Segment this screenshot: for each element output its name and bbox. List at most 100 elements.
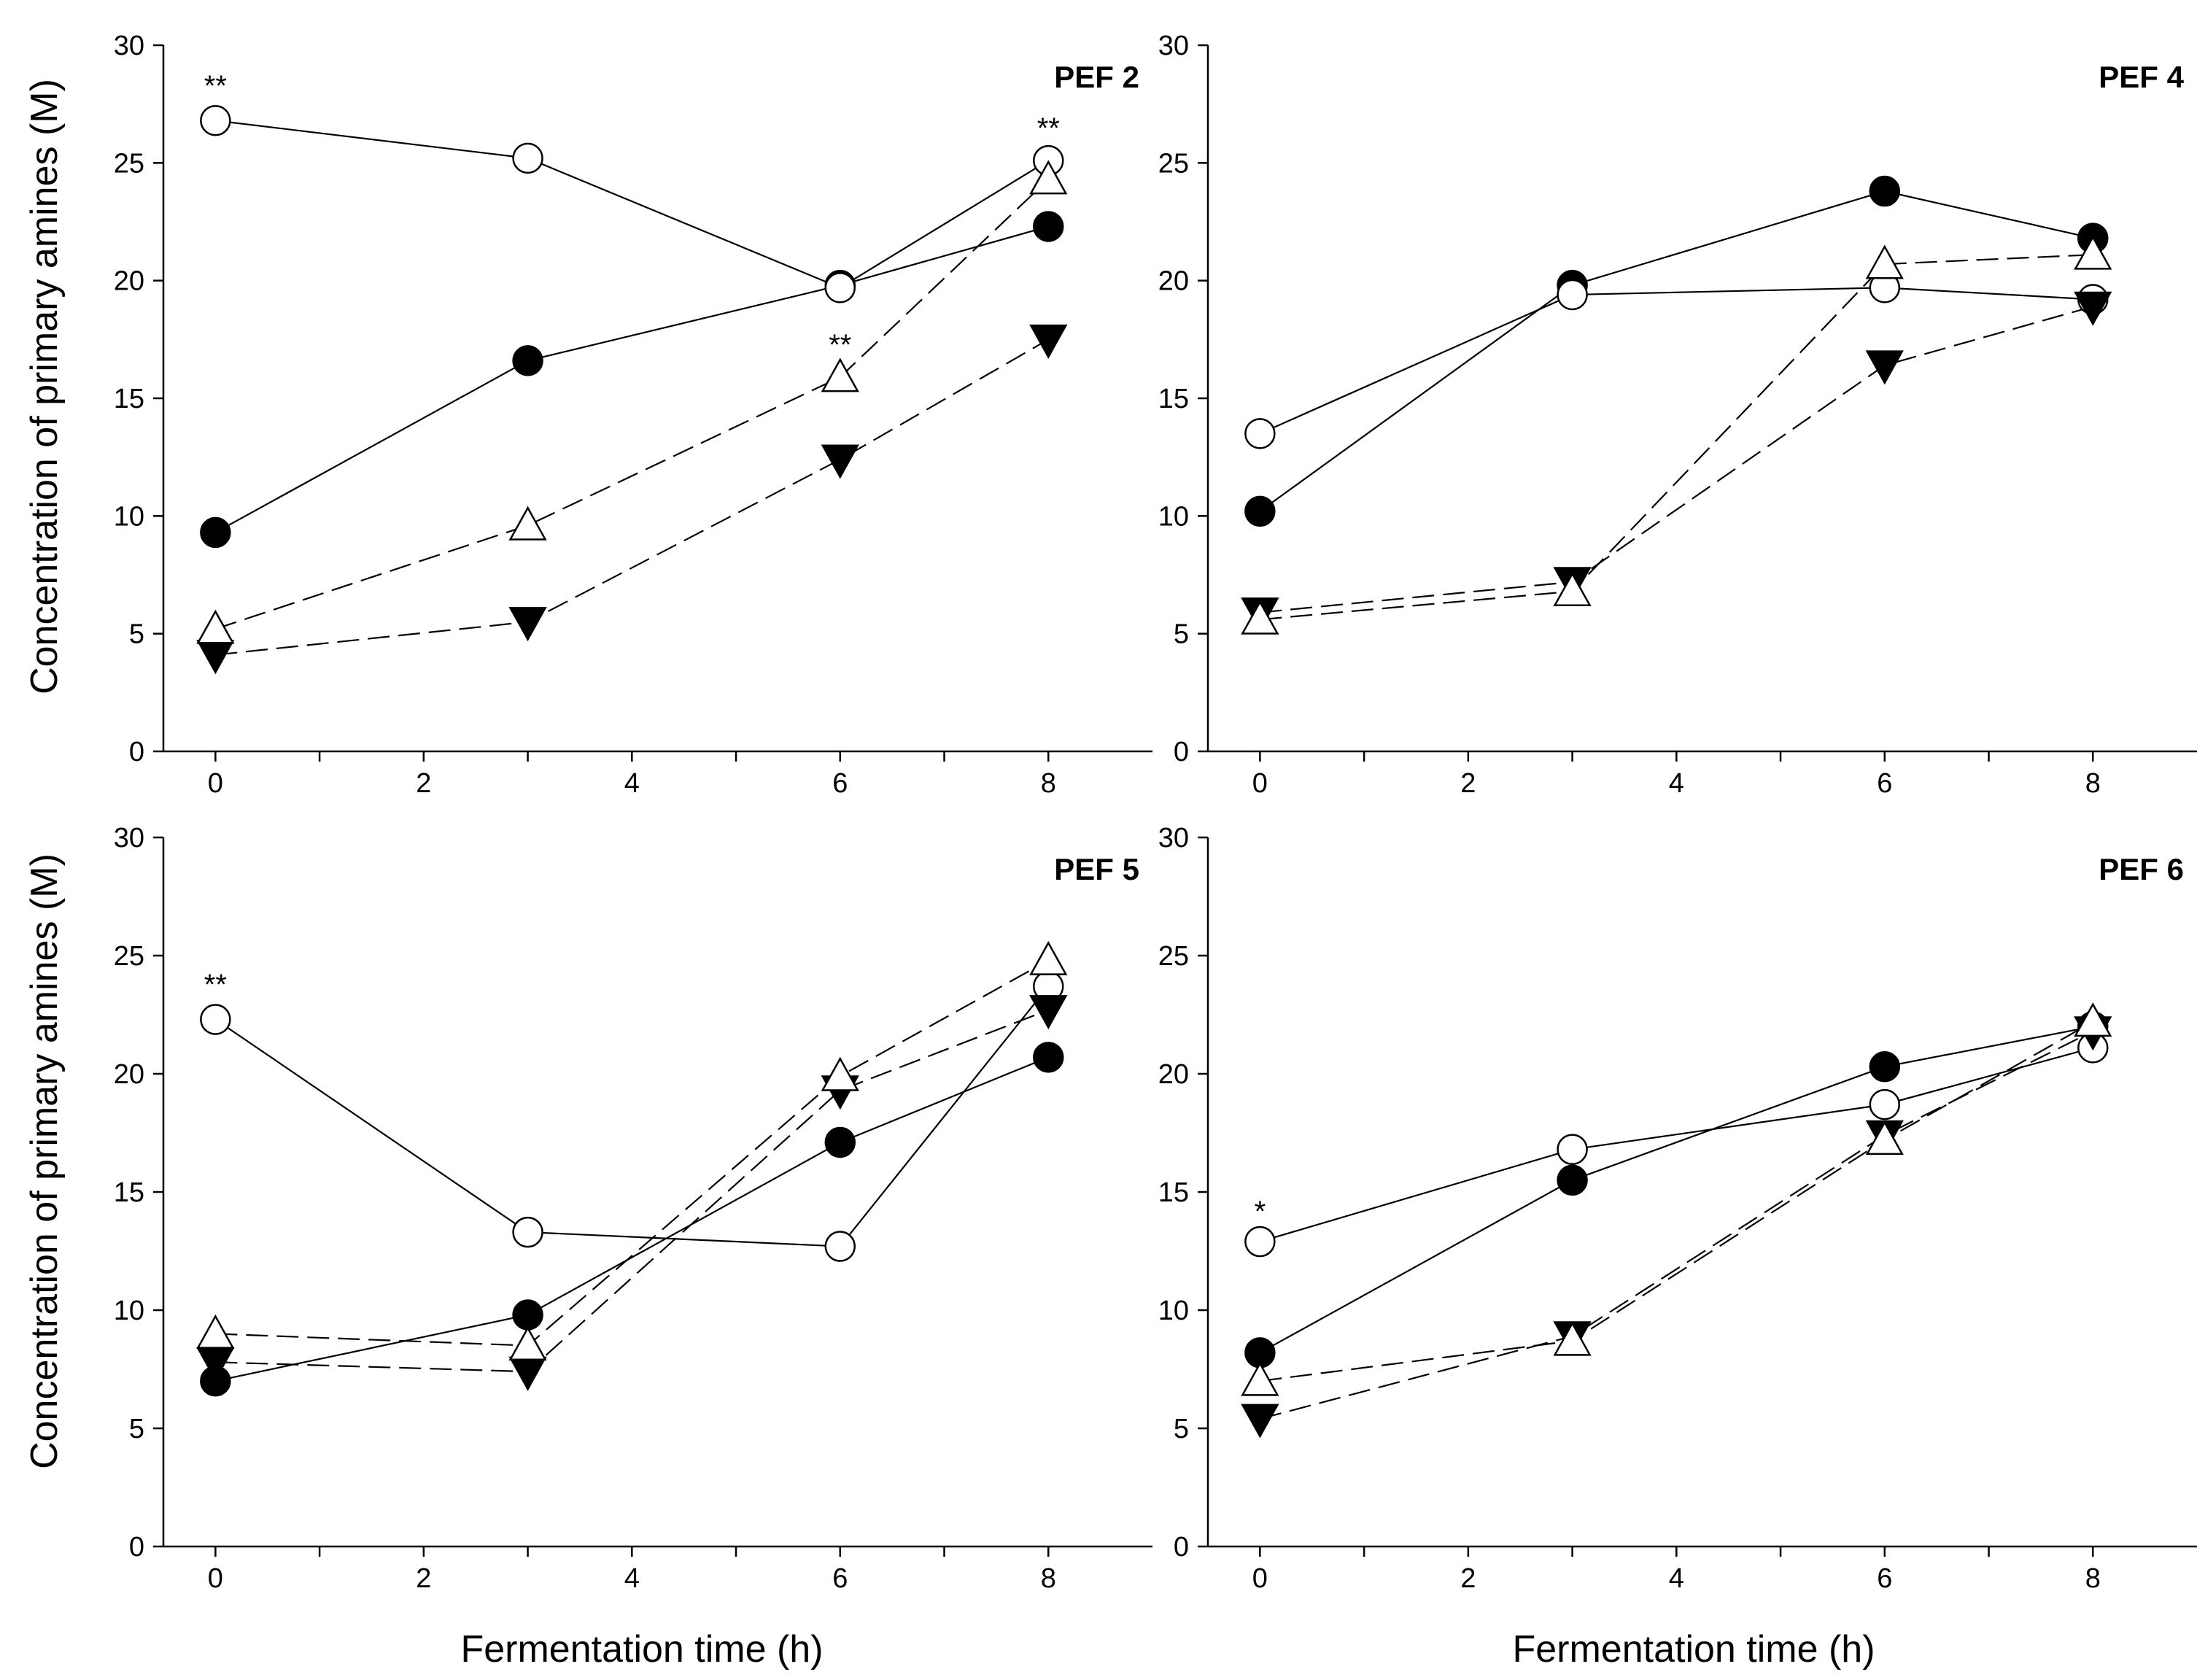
- x-tick-label: 8: [2085, 1563, 2101, 1594]
- x-tick-label: 2: [416, 768, 431, 799]
- y-tick-label: 15: [114, 384, 144, 414]
- y-tick-label: 15: [1158, 384, 1189, 414]
- x-tick-label: 2: [1460, 768, 1476, 799]
- x-axis-title-left: Fermentation time (h): [460, 1628, 823, 1671]
- x-axis-title-right: Fermentation time (h): [1512, 1628, 1875, 1671]
- data-point-filled-triangle-down: [1865, 350, 1904, 385]
- y-tick-label: 5: [1174, 1414, 1189, 1444]
- data-point-open-triangle-up: [1241, 1361, 1279, 1396]
- y-tick-label: 0: [1174, 737, 1189, 767]
- series-line-filled-circle: [215, 1056, 1049, 1382]
- data-point-open-circle: [824, 272, 856, 303]
- y-tick-label: 15: [1158, 1177, 1189, 1208]
- data-point-filled-circle: [512, 1299, 543, 1331]
- y-tick-label: 10: [114, 1296, 144, 1326]
- series-line-open-circle: [215, 120, 1049, 289]
- series-line-filled-triangle-down: [1260, 1030, 2093, 1420]
- x-tick-label: 4: [624, 768, 640, 799]
- data-point-filled-circle: [1033, 1042, 1064, 1073]
- x-tick-label: 2: [416, 1563, 431, 1594]
- data-point-filled-circle: [1869, 175, 1901, 207]
- series-line-open-triangle-up: [215, 959, 1049, 1347]
- y-tick-label: 20: [114, 266, 144, 297]
- data-point-open-triangle-up: [196, 609, 235, 644]
- data-point-open-triangle-up: [2074, 1002, 2112, 1037]
- data-point-open-triangle-up: [2074, 235, 2112, 270]
- significance-label: **: [204, 70, 227, 102]
- data-point-open-triangle-up: [821, 1056, 859, 1091]
- significance-label: **: [204, 969, 227, 1001]
- y-tick-label: 20: [1158, 1059, 1189, 1090]
- x-tick-label: 6: [1877, 1563, 1892, 1594]
- series-line-open-circle: [214, 986, 1050, 1247]
- x-tick-label: 0: [1252, 1563, 1268, 1594]
- series-line-filled-triangle-down: [215, 1009, 1049, 1373]
- data-point-open-triangle-up: [1553, 572, 1592, 607]
- y-tick-label: 0: [129, 1532, 144, 1563]
- chart-panel-4: 0 5 10 15 20 25 30 0 2 4 6 8 PEF 6 *: [1158, 823, 2197, 1594]
- panel-title: PEF 5: [1054, 852, 1139, 886]
- y-tick-label: 0: [129, 737, 144, 767]
- x-tick-label: 0: [208, 768, 223, 799]
- series-line-filled-circle: [1259, 190, 2093, 512]
- y-tick-label: 30: [114, 31, 144, 61]
- x-tick-label: 6: [832, 1563, 848, 1594]
- data-point-filled-triangle-down: [196, 640, 235, 675]
- series-line-open-triangle-up: [215, 179, 1050, 630]
- data-point-filled-circle: [512, 345, 543, 376]
- data-point-filled-triangle-down: [2074, 291, 2112, 326]
- data-point-open-circle: [200, 1004, 231, 1035]
- y-axis-title-top: Concentration of primary amines (M): [23, 79, 66, 694]
- data-point-open-circle: [512, 1216, 543, 1248]
- data-point-open-triangle-up: [821, 357, 859, 392]
- data-point-open-triangle-up: [196, 1314, 235, 1349]
- data-point-open-circle: [200, 105, 231, 136]
- chart-panel-3: 0 5 10 15 20 25 30 0 2 4 6 8 PEF 5 **: [114, 823, 1152, 1594]
- series-line-open-triangle-up: [1260, 1021, 2093, 1382]
- y-tick-label: 10: [1158, 501, 1189, 532]
- x-tick-label: 8: [1041, 768, 1056, 799]
- y-tick-label: 20: [1158, 266, 1189, 297]
- y-tick-label: 30: [1158, 31, 1189, 61]
- y-tick-label: 5: [129, 619, 144, 650]
- x-tick-label: 6: [832, 768, 848, 799]
- data-point-open-circle: [512, 142, 543, 174]
- y-tick-label: 30: [114, 823, 144, 853]
- series-line-filled-triangle-down: [1260, 306, 2093, 613]
- chart-panel-2: 0 5 10 15 20 25 30 0 2 4 6 8 PEF 4: [1158, 31, 2197, 799]
- x-tick-label: 0: [208, 1563, 223, 1594]
- data-point-open-triangle-up: [508, 1326, 547, 1361]
- data-point-open-triangle-up: [1865, 244, 1904, 279]
- x-tick-label: 2: [1460, 1563, 1476, 1594]
- data-point-open-circle: [1869, 1088, 1901, 1120]
- y-tick-label: 5: [129, 1414, 144, 1444]
- significance-label: *: [1255, 1196, 1266, 1228]
- data-point-filled-circle: [1557, 1164, 1588, 1196]
- x-tick-label: 8: [2085, 768, 2101, 799]
- data-point-filled-circle: [1244, 495, 1276, 527]
- panel-title: PEF 6: [2099, 852, 2184, 886]
- data-point-open-circle: [1557, 1134, 1588, 1165]
- data-point-open-triangle-up: [1029, 940, 1068, 975]
- series-line-filled-circle: [1259, 1026, 2093, 1354]
- data-point-open-triangle-up: [1241, 600, 1279, 635]
- y-tick-label: 25: [1158, 148, 1189, 179]
- data-point-filled-triangle-down: [1029, 324, 1068, 359]
- significance-label: **: [829, 329, 851, 361]
- x-tick-label: 4: [1669, 768, 1684, 799]
- x-tick-label: 4: [624, 1563, 640, 1594]
- y-tick-label: 15: [114, 1177, 144, 1208]
- data-point-filled-circle: [1033, 211, 1064, 242]
- x-tick-label: 0: [1252, 768, 1268, 799]
- x-tick-label: 6: [1877, 768, 1892, 799]
- x-tick-label: 8: [1041, 1563, 1056, 1594]
- chart-panel-1: 0 5 10 15 20 25 30 0 2 4 6 8 PEF 2 ** ** **: [114, 31, 1152, 799]
- series-line-open-circle: [1260, 1047, 2093, 1243]
- data-point-open-triangle-up: [508, 506, 547, 541]
- significance-label: **: [1037, 112, 1060, 144]
- y-tick-label: 0: [1174, 1532, 1189, 1563]
- data-point-open-circle: [1244, 1226, 1276, 1258]
- data-point-open-circle: [1557, 279, 1588, 311]
- y-tick-label: 10: [114, 501, 144, 532]
